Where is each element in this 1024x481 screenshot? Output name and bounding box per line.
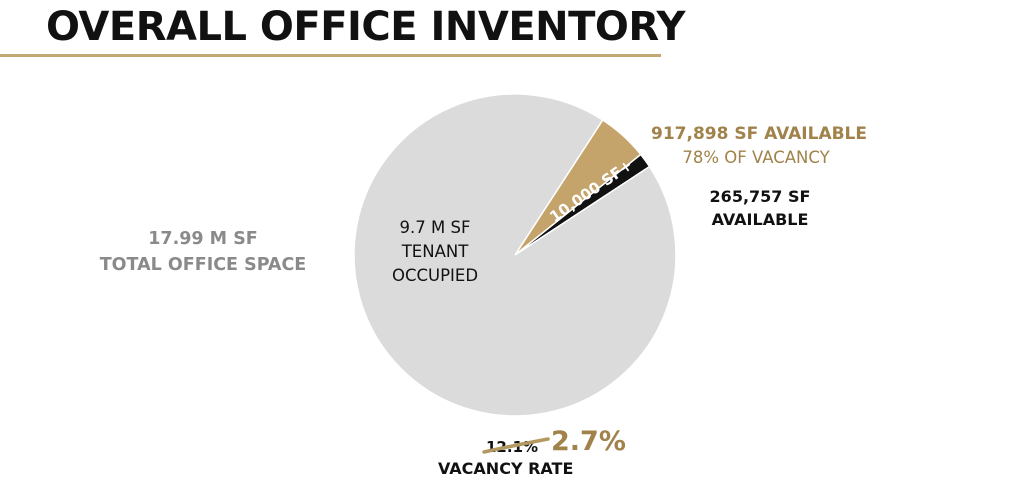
current-vacancy-rate: 2.7%	[551, 426, 626, 457]
pie-slices	[353, 93, 677, 417]
large-space-vacancy-share: 78% OF VACANCY	[682, 148, 830, 167]
other-space-available-caption: AVAILABLE	[711, 210, 809, 229]
other-space-available-label: 265,757 SF AVAILABLE	[700, 185, 820, 231]
strikethrough-mark	[482, 437, 550, 454]
large-space-available-sf: 917,898 SF AVAILABLE	[651, 124, 868, 144]
pie-slice-occupied	[353, 93, 677, 417]
vacancy-rate-block: 12.1% 2.7% VACANCY RATE	[424, 426, 626, 481]
total-office-space-value: 17.99 M SF	[148, 229, 258, 249]
total-office-space-label: 17.99 M SF TOTAL OFFICE SPACE	[98, 226, 308, 278]
other-space-available-sf: 265,757 SF	[709, 187, 811, 206]
occupied-label-line1: 9.7 M SF	[400, 218, 471, 237]
occupied-label-line3: OCCUPIED	[392, 266, 478, 285]
total-office-space-caption: TOTAL OFFICE SPACE	[99, 255, 307, 275]
large-space-available-label: 917,898 SF AVAILABLE 78% OF VACANCY	[651, 122, 868, 170]
occupied-label-line2: TENANT	[401, 242, 469, 261]
title-underline	[0, 54, 661, 57]
vacancy-rate-caption: VACANCY RATE	[438, 459, 574, 478]
page-title: OVERALL OFFICE INVENTORY	[46, 4, 686, 50]
